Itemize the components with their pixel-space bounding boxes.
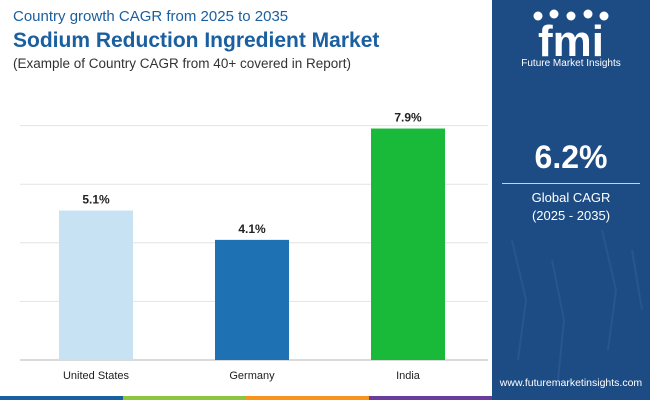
bottom-bar-segment xyxy=(369,396,492,400)
website-link[interactable]: www.futuremarketinsights.com xyxy=(499,377,643,389)
global-cagr-value: 6.2% xyxy=(534,139,608,175)
bottom-bar-segment xyxy=(0,396,123,400)
x-tick-label: United States xyxy=(63,370,130,382)
logo-icons xyxy=(533,9,609,21)
data-label: 5.1% xyxy=(82,193,110,207)
bar-germany xyxy=(215,239,289,360)
bottom-bar-segment xyxy=(123,396,246,400)
bottom-bar-segment xyxy=(246,396,369,400)
panel-texture xyxy=(511,229,643,381)
bar-chart: 5.1% United States 4.1% Germany 7.9% India xyxy=(20,111,488,382)
chart-subtitle: Country growth CAGR from 2025 to 2035 xyxy=(13,8,289,25)
chart-title: Sodium Reduction Ingredient Market xyxy=(13,29,380,52)
bar-united-states xyxy=(59,210,133,360)
chart-header: Country growth CAGR from 2025 to 2035 So… xyxy=(13,8,483,72)
data-label: 4.1% xyxy=(238,222,266,236)
bottom-color-bar xyxy=(0,396,492,400)
chart-note: (Example of Country CAGR from 40+ covere… xyxy=(13,56,352,71)
logo-wordmark: fmi xyxy=(538,17,604,66)
global-cagr-period: (2025 - 2035) xyxy=(531,208,611,223)
data-label: 7.9% xyxy=(394,111,422,125)
bar-india xyxy=(371,128,445,360)
global-cagr-label: Global CAGR xyxy=(531,190,611,205)
summary-panel: fmi Future Market Insights 6.2% Global C… xyxy=(492,0,650,400)
x-tick-label: Germany xyxy=(229,370,275,382)
x-tick-label: India xyxy=(396,370,421,382)
logo-caption: Future Market Insights xyxy=(521,58,621,69)
fmi-logo: fmi xyxy=(533,9,609,66)
panel-divider xyxy=(502,183,640,184)
